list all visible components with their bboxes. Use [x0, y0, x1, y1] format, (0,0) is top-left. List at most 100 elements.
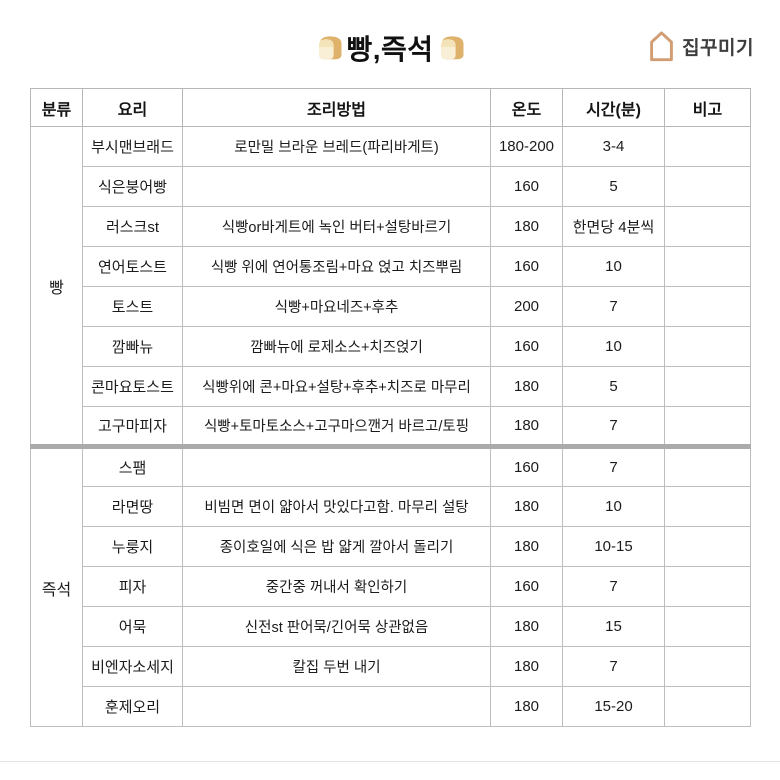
- time-cell: 5: [562, 166, 665, 207]
- table-row: 연어토스트 식빵 위에 연어통조림+마요 얹고 치즈뿌림 160 10: [31, 246, 751, 287]
- temp-cell: 160: [490, 246, 563, 287]
- time-cell: 10: [562, 246, 665, 287]
- table-row: 비엔자소세지 칼집 두번 내기 180 7: [31, 646, 751, 687]
- category-cell: 빵: [30, 126, 83, 447]
- time-cell: 7: [562, 286, 665, 327]
- table-row: 누룽지 종이호일에 식은 밥 얇게 깔아서 돌리기 180 10-15: [31, 526, 751, 567]
- method-cell: [182, 686, 491, 727]
- time-cell: 15: [562, 606, 665, 647]
- temp-cell: 180: [490, 646, 563, 687]
- time-cell: 10: [562, 326, 665, 367]
- dish-cell: 콘마요토스트: [82, 366, 183, 407]
- dish-cell: 라면땅: [82, 486, 183, 527]
- header-dish: 요리: [82, 88, 183, 127]
- table-row: 러스크st 식빵or바게트에 녹인 버터+설탕바르기 180 한면당 4분씩: [31, 206, 751, 247]
- dish-cell: 부시맨브래드: [82, 126, 183, 167]
- temp-cell: 160: [490, 166, 563, 207]
- temp-cell: 180: [490, 606, 563, 647]
- page-title: 빵,즉석: [346, 34, 434, 65]
- time-cell: 5: [562, 366, 665, 407]
- temp-cell: 160: [490, 326, 563, 367]
- method-cell: 신전st 판어묵/긴어묵 상관없음: [182, 606, 491, 647]
- table-row: 깜빠뉴 깜빠뉴에 로제소스+치즈얹기 160 10: [31, 326, 751, 367]
- dish-cell: 식은붕어빵: [82, 166, 183, 207]
- temp-cell: 180: [490, 486, 563, 527]
- dish-cell: 연어토스트: [82, 246, 183, 287]
- note-cell: [664, 286, 751, 327]
- table-row: 콘마요토스트 식빵위에 콘+마요+설탕+후추+치즈로 마무리 180 5: [31, 366, 751, 407]
- temp-cell: 160: [490, 444, 563, 487]
- temp-cell: 180: [490, 686, 563, 727]
- header-method: 조리방법: [182, 88, 491, 127]
- table-row: 피자 중간중 꺼내서 확인하기 160 7: [31, 566, 751, 607]
- recipe-table: 분류 요리 조리방법 온도 시간(분) 비고 빵 부시맨브래드 로만밀 브라운 브레…: [30, 88, 751, 727]
- method-cell: 칼집 두번 내기: [182, 646, 491, 687]
- method-cell: 중간중 꺼내서 확인하기: [182, 566, 491, 607]
- temp-cell: 180: [490, 406, 563, 447]
- table-row: 토스트 식빵+마요네즈+후추 200 7: [31, 286, 751, 327]
- dish-cell: 러스크st: [82, 206, 183, 247]
- note-cell: [664, 606, 751, 647]
- dish-cell: 누룽지: [82, 526, 183, 567]
- dish-cell: 비엔자소세지: [82, 646, 183, 687]
- table-row: 고구마피자 식빵+토마토소스+고구마으깬거 바르고/토핑 180 7: [31, 406, 751, 447]
- table-row: 식은붕어빵 160 5: [31, 166, 751, 207]
- temp-cell: 180-200: [490, 126, 563, 167]
- bread-icon: [436, 33, 466, 63]
- temp-cell: 180: [490, 366, 563, 407]
- note-cell: [664, 486, 751, 527]
- note-cell: [664, 686, 751, 727]
- temp-cell: 180: [490, 206, 563, 247]
- note-cell: [664, 206, 751, 247]
- time-cell: 10-15: [562, 526, 665, 567]
- note-cell: [664, 646, 751, 687]
- note-cell: [664, 526, 751, 567]
- table-row: 라면땅 비빔면 면이 얇아서 맛있다고함. 마무리 설탕 180 10: [31, 486, 751, 527]
- time-cell: 7: [562, 646, 665, 687]
- table-row: 훈제오리 180 15-20: [31, 686, 751, 727]
- time-cell: 한면당 4분씩: [562, 206, 665, 247]
- temp-cell: 160: [490, 566, 563, 607]
- method-cell: 깜빠뉴에 로제소스+치즈얹기: [182, 326, 491, 367]
- note-cell: [664, 326, 751, 367]
- note-cell: [664, 406, 751, 447]
- dish-cell: 스팸: [82, 444, 183, 487]
- note-cell: [664, 444, 751, 487]
- table-header-row: 분류 요리 조리방법 온도 시간(분) 비고: [30, 88, 751, 127]
- note-cell: [664, 166, 751, 207]
- method-cell: [182, 166, 491, 207]
- header-note: 비고: [664, 88, 751, 127]
- method-cell: 식빵or바게트에 녹인 버터+설탕바르기: [182, 206, 491, 247]
- temp-cell: 200: [490, 286, 563, 327]
- header-category: 분류: [30, 88, 83, 127]
- dish-cell: 피자: [82, 566, 183, 607]
- page-bottom-divider: [0, 761, 780, 762]
- table-row: 즉석 스팸 160 7: [30, 444, 751, 727]
- method-cell: 식빵+토마토소스+고구마으깬거 바르고/토핑: [182, 406, 491, 447]
- time-cell: 15-20: [562, 686, 665, 727]
- time-cell: 7: [562, 444, 665, 487]
- dish-cell: 훈제오리: [82, 686, 183, 727]
- method-cell: 종이호일에 식은 밥 얇게 깔아서 돌리기: [182, 526, 491, 567]
- page-header: 빵,즉석: [0, 24, 780, 72]
- method-cell: 비빔면 면이 얇아서 맛있다고함. 마무리 설탕: [182, 486, 491, 527]
- time-cell: 3-4: [562, 126, 665, 167]
- brand-label: 집꾸미기: [682, 38, 754, 59]
- table-row: 빵 부시맨브래드 로만밀 브라운 브레드(파리바게트) 180-200 3-4: [30, 126, 751, 447]
- table-row: 어묵 신전st 판어묵/긴어묵 상관없음 180 15: [31, 606, 751, 647]
- temp-cell: 180: [490, 526, 563, 567]
- house-outline-icon: [648, 30, 675, 63]
- dish-cell: 고구마피자: [82, 406, 183, 447]
- time-cell: 7: [562, 566, 665, 607]
- method-cell: 식빵위에 콘+마요+설탕+후추+치즈로 마무리: [182, 366, 491, 407]
- dish-cell: 어묵: [82, 606, 183, 647]
- note-cell: [664, 126, 751, 167]
- note-cell: [664, 246, 751, 287]
- method-cell: 로만밀 브라운 브레드(파리바게트): [182, 126, 491, 167]
- time-cell: 7: [562, 406, 665, 447]
- table-body: 빵 부시맨브래드 로만밀 브라운 브레드(파리바게트) 180-200 3-4 식은붕어빵…: [30, 126, 751, 727]
- note-cell: [664, 566, 751, 607]
- header-temp: 온도: [490, 88, 563, 127]
- method-cell: 식빵 위에 연어통조림+마요 얹고 치즈뿌림: [182, 246, 491, 287]
- category-cell: 즉석: [30, 444, 83, 727]
